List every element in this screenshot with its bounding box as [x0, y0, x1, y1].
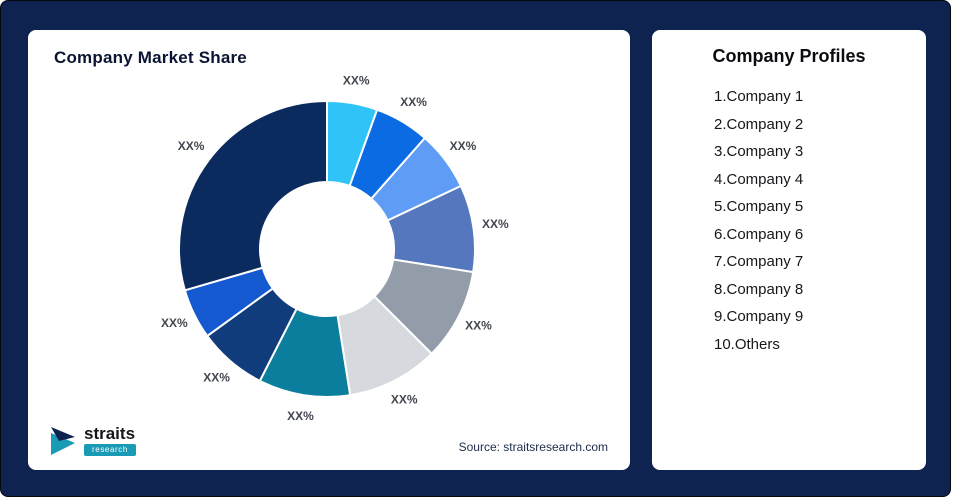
list-item: 6.Company 6 — [714, 225, 804, 243]
segment-label: XX% — [450, 139, 477, 153]
segment-label: XX% — [178, 139, 205, 153]
source-text: Source: straitsresearch.com — [458, 440, 608, 454]
segment-label: XX% — [465, 318, 492, 332]
chart-card: Company Market Share XX% XX% XX% XX% XX% XX% X… — [28, 30, 630, 470]
logo-text: straits research — [84, 425, 136, 456]
segment-label: XX% — [203, 370, 230, 384]
list-item: 2.Company 2 — [714, 115, 804, 133]
list-item: 9.Company 9 — [714, 308, 804, 325]
segment-label: XX% — [482, 217, 509, 231]
segment-label: XX% — [161, 316, 188, 330]
list-item: 10.Others — [714, 335, 780, 353]
list-item: 7.Company 7 — [714, 253, 804, 270]
donut-segment-others — [178, 99, 328, 292]
donut-chart: XX% XX% XX% XX% XX% XX% XX% XX% XX% XX% — [161, 74, 509, 423]
list-item: 3.Company 3 — [714, 143, 804, 160]
straits-logo-icon — [51, 426, 75, 455]
segment-label: XX% — [391, 393, 418, 407]
list-item: 5.Company 5 — [714, 198, 804, 215]
logo-sub-badge: research — [84, 444, 136, 456]
list-item: 4.Company 4 — [714, 170, 804, 188]
segment-label: XX% — [343, 74, 370, 88]
company-profiles-list: 1.Company 1 2.Company 2 3.Company 3 4.Compa… — [652, 83, 926, 358]
list-item: 8.Company 8 — [714, 280, 804, 298]
straits-logo: straits research — [48, 425, 136, 456]
profiles-title: Company Profiles — [712, 46, 866, 66]
chart-title: Company Market Share — [54, 48, 247, 67]
segment-label: XX% — [400, 95, 427, 109]
logo-brand: straits — [84, 424, 136, 443]
list-item: 1.Company 1 — [714, 88, 804, 105]
profiles-card: Company Profiles 1.Company 1 2.Company 2 3… — [652, 30, 926, 470]
segment-label: XX% — [287, 409, 314, 423]
